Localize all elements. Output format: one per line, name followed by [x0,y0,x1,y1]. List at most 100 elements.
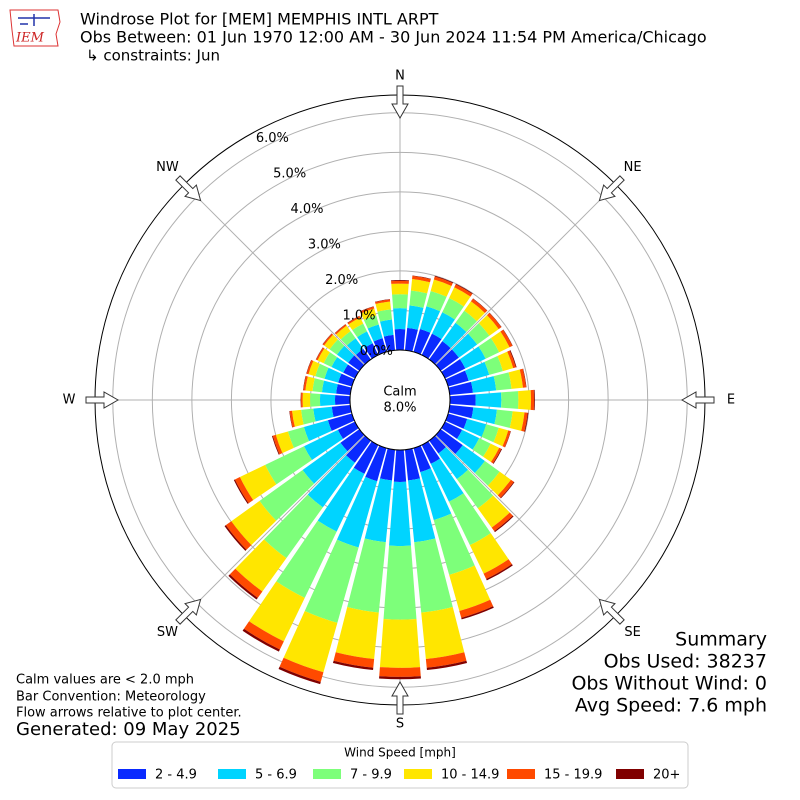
bar-segment [433,276,453,286]
legend-label: 7 - 9.9 [350,768,392,783]
bar-segment [383,545,417,620]
bar-segment [331,357,348,373]
chart-title: Windrose Plot for [MEM] MEMPHIS INTL ARP… [80,10,439,29]
y-tick-label: 4.0% [290,202,323,217]
bar-segment [404,448,420,481]
bar-segment [380,319,394,337]
bar-segment [338,373,355,387]
bar-segment [231,500,277,546]
bar-segment [474,461,500,486]
bar-segment [429,341,451,365]
x-tick-label: E [727,393,735,408]
bar-segment [233,479,249,504]
note: Flow arrows relative to plot center. [16,706,242,721]
bar-segment [373,338,387,355]
bar-segment [442,322,467,349]
bar-segment [347,316,361,325]
bar-segment [327,413,355,431]
grid-spoke [183,435,365,617]
bar-segment [313,406,334,422]
x-tick-label: SW [157,625,178,640]
bar-segment [425,652,467,668]
legend-label: 5 - 6.9 [255,768,297,783]
bar-segment [301,408,316,425]
bar-segment [229,568,263,598]
bar-segment [391,283,409,295]
bar-segment [493,372,512,391]
flow-arrow [598,175,625,202]
bar-segment [483,443,500,463]
bar-segment [494,409,513,428]
bar-segment [353,441,379,474]
y-tick-label: 2.0% [325,273,358,288]
bar-segment [465,361,490,381]
bar-segment [329,339,345,355]
bar-segment [287,427,310,448]
bar-segment [524,412,529,432]
x-tick-label: NE [624,160,642,175]
bar-segment [312,378,324,393]
bar-segment [469,533,509,574]
bar-segment [530,389,535,411]
flow-arrow-shape [598,175,625,202]
bar-segment [481,424,499,443]
bar-segment [486,564,513,581]
flow-arrow [175,175,202,202]
note: Bar Convention: Meteorology [16,690,206,705]
bar-segment [490,331,510,353]
bar-segment [392,294,408,309]
bar-segment [242,628,280,652]
summary: Obs Without Wind: 0 [571,673,767,695]
bar-segment [464,301,485,322]
legend-label: 15 - 19.9 [544,768,602,783]
logo: IEM [9,9,61,47]
bar-segment [494,515,514,533]
y-tick-label: 6.0% [256,131,289,146]
bar-segment [471,376,497,393]
bar-segment [292,409,304,427]
bar-segment [302,442,348,484]
bar-segment [478,315,499,336]
bar-segment [430,279,452,297]
bar-segment [348,317,364,330]
bar-segment [410,279,431,294]
bar-segment [310,393,321,407]
bar-segment [489,312,502,328]
bar-segment [367,324,383,342]
bar-segment [509,350,517,368]
bar-segment [334,395,351,405]
note: Calm values are < 2.0 mph [16,673,194,688]
bar-segment [407,305,424,330]
calm-label: Calm [383,385,416,400]
bar-segment [289,411,293,428]
legend-swatch [616,769,644,779]
bar-segment [507,350,516,369]
bar-segment [364,343,379,359]
x-tick-label: NW [156,160,179,175]
bar-segment [374,299,390,303]
y-tick-label: 1.0% [342,308,375,323]
bar-segment [438,447,469,480]
legend-swatch [313,769,341,779]
bar-segment [459,346,486,369]
bar-segment [448,493,491,546]
bar-segment [468,323,490,345]
bar-segment [419,306,441,333]
bar-segment [271,435,280,455]
x-tick-label: SE [624,625,640,640]
legend-swatch [118,769,146,779]
bar-segment [472,438,491,457]
bar-segment [272,434,283,455]
bar-segment [490,447,502,464]
bar-segment [234,477,254,504]
bar-segment [492,448,503,464]
bar-segment [379,618,421,668]
bar-segment [334,324,346,334]
flow-arrow-shape [680,391,715,409]
bar-segment [500,329,513,348]
bar-segment [493,427,509,447]
bar-segment [331,404,352,417]
bar-segment [319,393,336,407]
bar-segment [502,430,511,448]
y-tick-label: 0.0% [360,344,393,359]
